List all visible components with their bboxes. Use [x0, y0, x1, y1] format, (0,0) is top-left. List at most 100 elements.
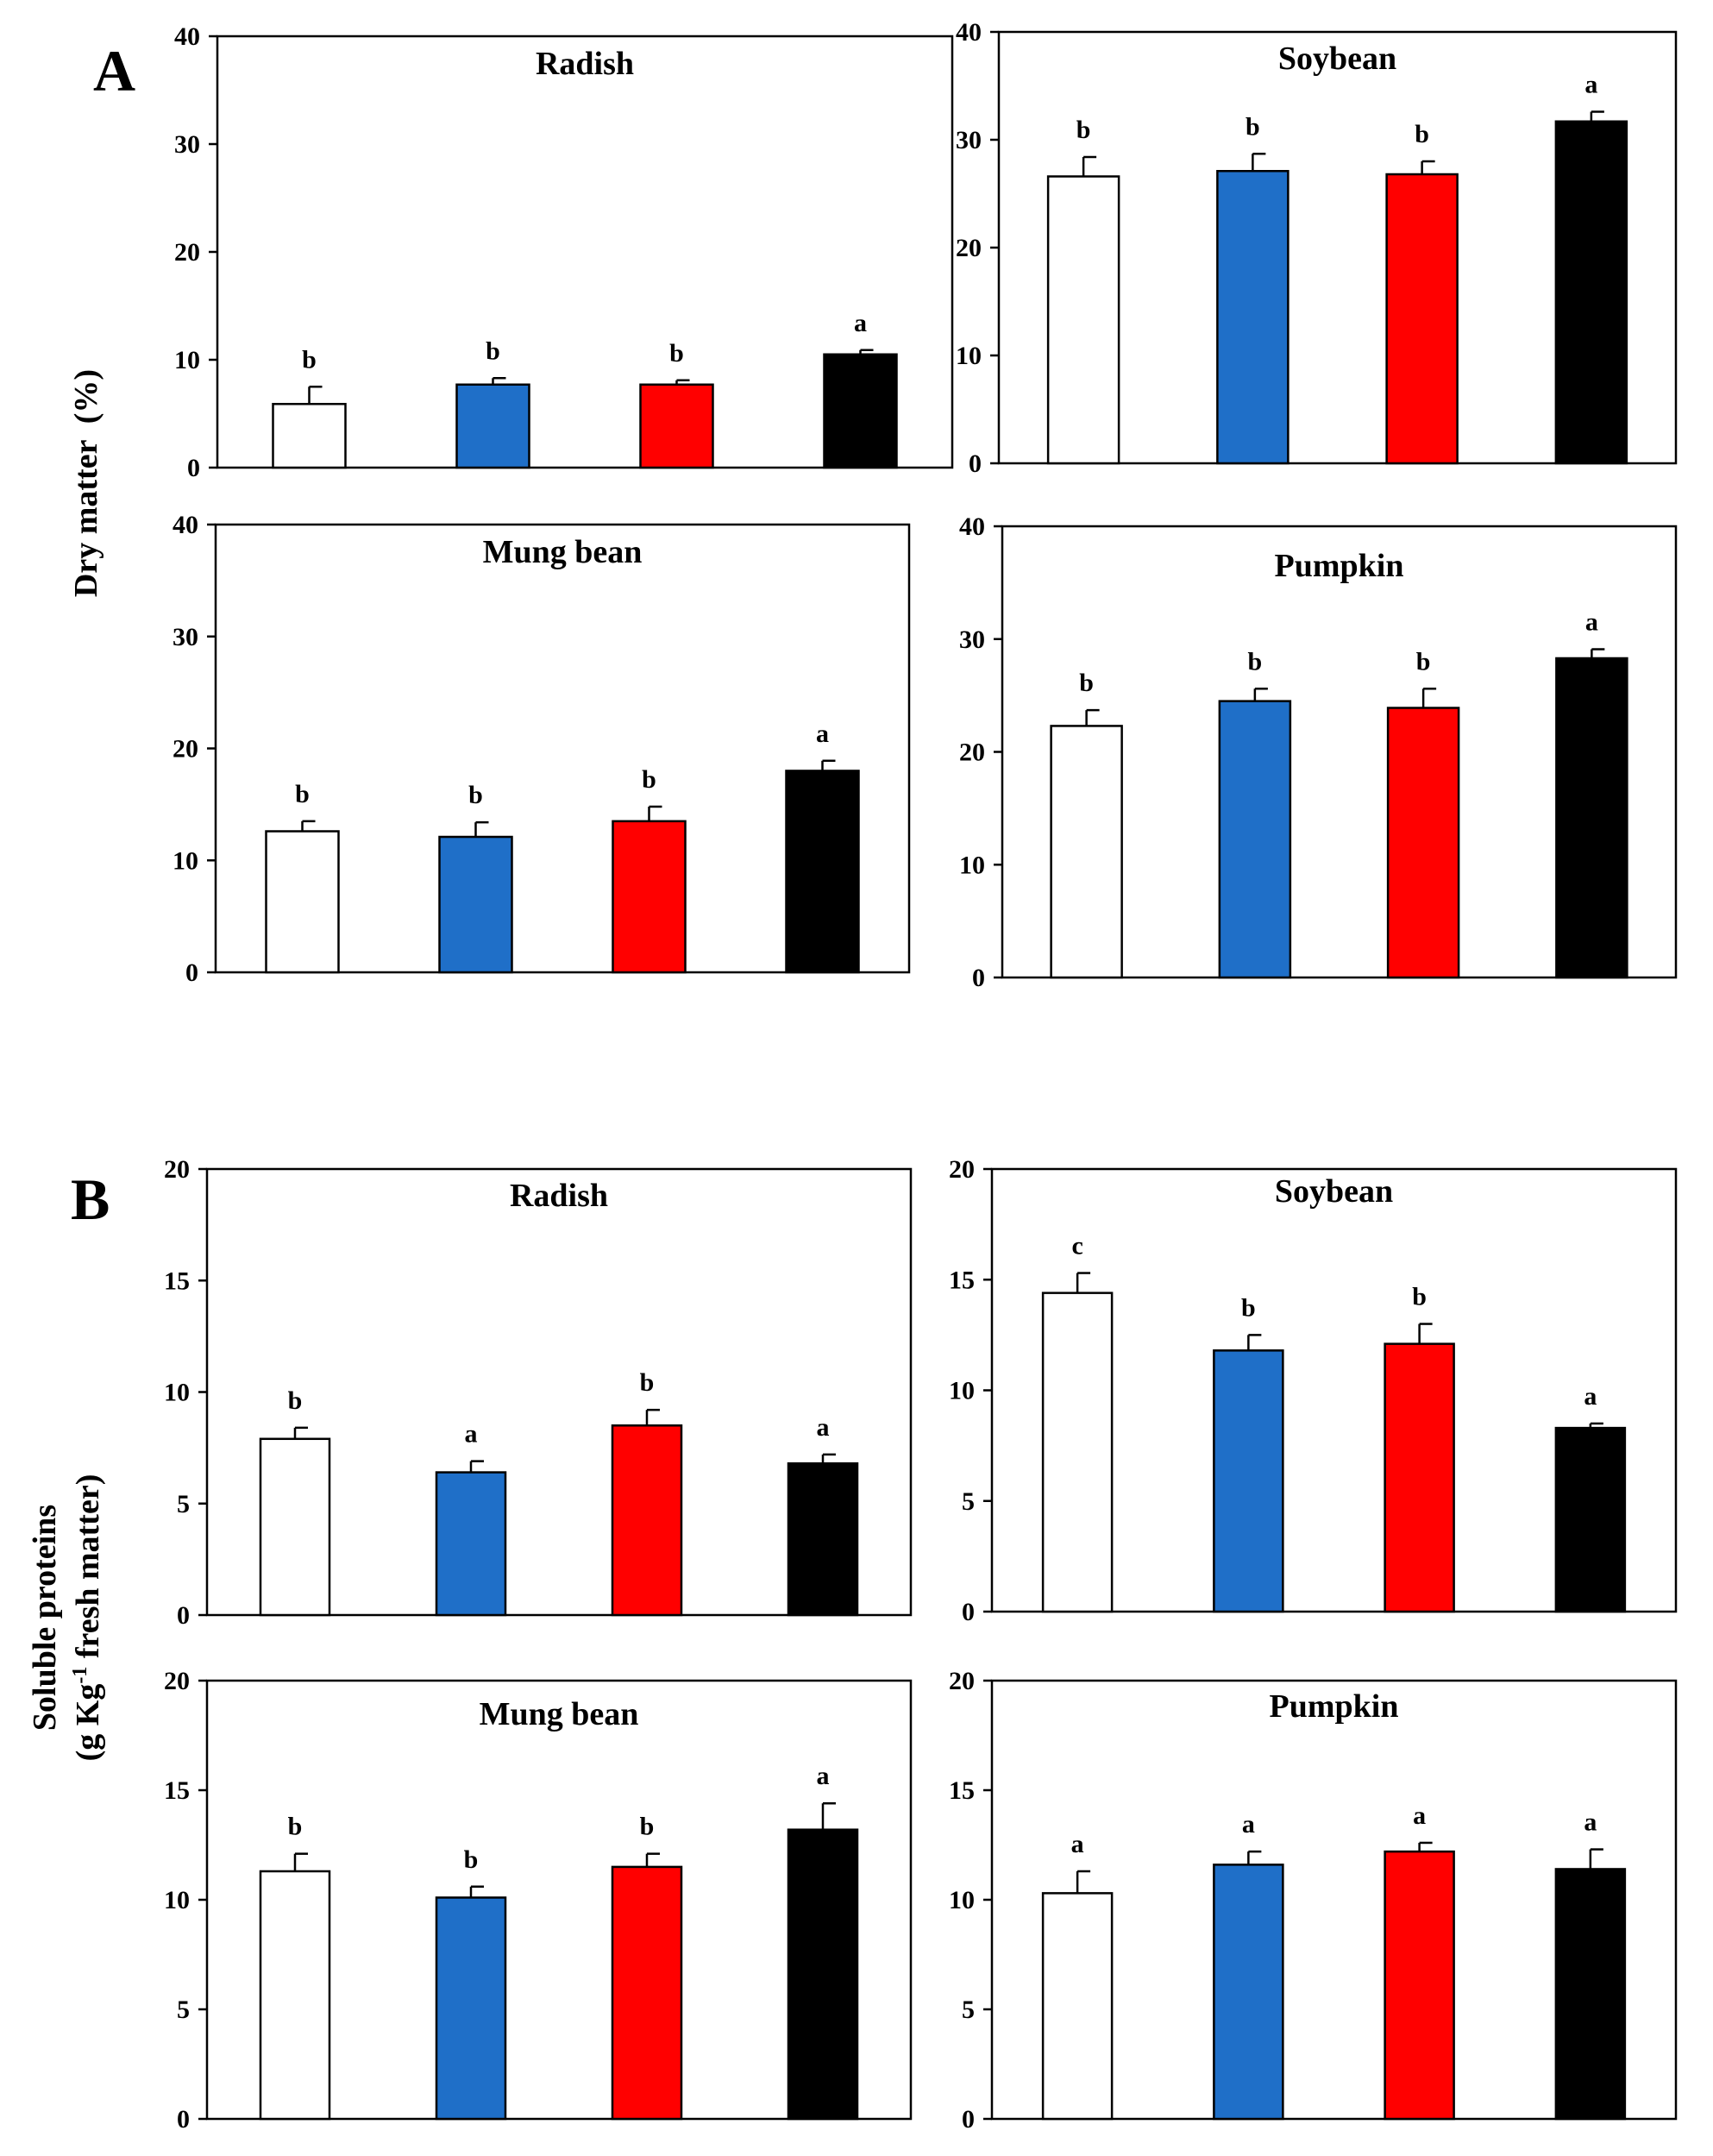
panel-b-pumpkin-bar-3	[1384, 1850, 1455, 2121]
panel-a-radish-ytick-label: 0	[187, 454, 200, 482]
panel-b-mung-bean-sig-letter-2: b	[464, 1845, 479, 1874]
panel-a-radish-chart: Radish 0 10 20 30 40 b b b a	[174, 22, 954, 482]
panel-b-mung-bean-ytick-label: 5	[177, 1996, 190, 2024]
panel-a-soybean-ytick-label: 0	[969, 449, 982, 478]
panel-b-pumpkin-bar-4	[1554, 1868, 1627, 2121]
panel-b-mung-bean-ytick-label: 15	[164, 1776, 190, 1805]
y-axis-label-soluble-proteins-line2: (g Kg-1 fresh matter)	[69, 1474, 106, 1762]
panel-b-soybean-sig-letter-4: a	[1584, 1382, 1597, 1411]
panel-a-radish-sig-letter-4: a	[854, 309, 867, 337]
panel-b-radish-ytick-label: 0	[177, 1601, 190, 1630]
panel-a-pumpkin-ytick-label: 20	[959, 739, 985, 767]
panel-b-soybean-sig-letter-2: b	[1241, 1293, 1256, 1322]
panel-b-soybean-ytick-label: 10	[949, 1377, 975, 1405]
panel-a-pumpkin-bar-3	[1386, 707, 1460, 979]
panel-b-radish-sig-letter-4: a	[817, 1413, 830, 1442]
panel-b-mung-bean-sig-letter-4: a	[817, 1762, 830, 1790]
panel-a-soybean-sig-letter-2: b	[1246, 112, 1260, 141]
y-axis-label-dry-matter: Dry matter (%)	[68, 369, 104, 597]
panel-b-pumpkin-sig-letter-4: a	[1584, 1808, 1597, 1837]
panel-a-soybean-bar-3	[1385, 173, 1459, 465]
panel-a-soybean-ytick-label: 10	[956, 342, 982, 370]
panel-a-mung-bean-ytick-label: 10	[173, 846, 198, 875]
panel-a-soybean-bar-2	[1216, 170, 1289, 465]
panel-a-radish-ytick-label: 20	[174, 238, 200, 267]
panel-b-soybean-title: Soybean	[1275, 1173, 1393, 1210]
panel-b-mung-bean-bar-4	[787, 1828, 859, 2121]
panel-a-pumpkin-bar-2	[1218, 700, 1292, 979]
panel-b-mung-bean-ytick-label: 20	[164, 1667, 190, 1695]
panel-b-radish-bar-2	[435, 1471, 507, 1617]
panel-a-soybean-sig-letter-4: a	[1584, 71, 1597, 99]
y-axis-label-soluble-proteins-line1: Soluble proteins	[27, 1505, 63, 1731]
panel-b-radish-ytick-label: 15	[164, 1267, 190, 1295]
panel-a-pumpkin-bar-4	[1555, 657, 1628, 979]
panel-b-mung-bean-bar-2	[435, 1896, 507, 2121]
panel-letter-a: A	[93, 38, 135, 104]
panel-a-radish-sig-letter-1: b	[302, 345, 317, 374]
panel-a-pumpkin-chart: Pumpkin 0 10 20 30 40 b b b a	[959, 512, 1678, 992]
panel-a-pumpkin-sig-letter-1: b	[1079, 669, 1094, 697]
panel-b-soybean-bar-1	[1041, 1292, 1114, 1613]
panel-b-radish-title: Radish	[510, 1178, 608, 1214]
panel-b-mung-bean-sig-letter-3: b	[640, 1813, 655, 1841]
panel-b-pumpkin-bar-1	[1041, 1892, 1114, 2121]
charts-layer: Radish 0 10 20 30 40 b b b a Soybean 0 10 20 30 40 b b b a M…	[164, 18, 1678, 2134]
panel-a-pumpkin-ytick-label: 10	[959, 851, 985, 879]
panel-b-soybean-ytick-label: 15	[949, 1266, 975, 1294]
panel-a-soybean-ytick-label: 30	[956, 126, 982, 154]
panel-a-radish-bar-4	[823, 353, 898, 469]
panel-a-pumpkin-bar-1	[1050, 725, 1123, 979]
panel-a-soybean-bar-4	[1554, 120, 1628, 465]
panel-a-radish-sig-letter-2: b	[486, 336, 500, 365]
panel-b-radish-chart: Radish 0 5 10 15 20 b a b a	[164, 1155, 913, 1630]
panel-b-radish-ytick-label: 20	[164, 1155, 190, 1184]
panel-b-radish-sig-letter-2: a	[465, 1420, 478, 1449]
panel-b-soybean-bar-3	[1384, 1342, 1455, 1613]
panel-b-mung-bean-bar-3	[611, 1865, 683, 2121]
panel-b-radish-ytick-label: 10	[164, 1379, 190, 1407]
panel-a-mung-bean-sig-letter-4: a	[816, 720, 829, 748]
panel-b-soybean-ytick-label: 20	[949, 1155, 975, 1184]
panel-a-radish-ytick-label: 30	[174, 130, 200, 159]
panel-b-soybean-sig-letter-3: b	[1412, 1283, 1427, 1311]
panel-a-mung-bean-bar-2	[438, 835, 513, 974]
panel-b-mung-bean-ytick-label: 0	[177, 2105, 190, 2134]
panel-b-soybean-chart: Soybean 0 5 10 15 20 c b b a	[949, 1155, 1678, 1626]
panel-a-radish-ytick-label: 40	[174, 22, 200, 51]
panel-a-pumpkin-ytick-label: 0	[972, 964, 985, 992]
panel-b-radish-bar-4	[787, 1461, 859, 1617]
panel-a-mung-bean-sig-letter-1: b	[295, 780, 310, 808]
panel-a-mung-bean-chart: Mung bean 0 10 20 30 40 b b b a	[173, 511, 911, 987]
panel-a-mung-bean-ytick-label: 30	[173, 623, 198, 651]
panel-b-pumpkin-ytick-label: 0	[962, 2105, 975, 2134]
panel-a-radish-bar-3	[639, 383, 714, 469]
ylabel-unit-superscript: -1	[69, 1667, 91, 1684]
panel-b-pumpkin-ytick-label: 20	[949, 1667, 975, 1695]
panel-a-pumpkin-ytick-label: 40	[959, 512, 985, 541]
panel-b-soybean-ytick-label: 0	[962, 1598, 975, 1626]
panel-b-radish-ytick-label: 5	[177, 1490, 190, 1518]
panel-a-soybean-sig-letter-1: b	[1076, 116, 1091, 144]
panel-b-soybean-bar-2	[1213, 1349, 1284, 1613]
panel-a-mung-bean-ytick-label: 40	[173, 511, 198, 539]
panel-a-radish-sig-letter-3: b	[669, 339, 684, 368]
panel-b-radish-bar-1	[259, 1437, 331, 1617]
panel-a-pumpkin-sig-letter-2: b	[1248, 647, 1263, 676]
panel-a-soybean-ytick-label: 20	[956, 234, 982, 262]
panel-a-mung-bean-title: Mung bean	[483, 534, 643, 570]
panel-b-mung-bean-title: Mung bean	[480, 1696, 639, 1732]
panel-b-pumpkin-ytick-label: 10	[949, 1886, 975, 1914]
panel-b-soybean-ytick-label: 5	[962, 1487, 975, 1516]
panel-a-mung-bean-ytick-label: 0	[185, 959, 198, 987]
panel-a-mung-bean-bar-3	[612, 820, 687, 974]
panel-b-radish-sig-letter-3: b	[640, 1368, 655, 1397]
panel-b-mung-bean-bar-1	[259, 1870, 331, 2121]
panel-a-pumpkin-sig-letter-3: b	[1416, 647, 1431, 676]
panel-b-mung-bean-sig-letter-1: b	[288, 1813, 303, 1841]
panel-b-pumpkin-ytick-label: 5	[962, 1996, 975, 2024]
panel-a-mung-bean-sig-letter-2: b	[468, 781, 483, 809]
panel-a-soybean-sig-letter-3: b	[1415, 120, 1429, 148]
panel-a-pumpkin-title: Pumpkin	[1275, 548, 1404, 584]
